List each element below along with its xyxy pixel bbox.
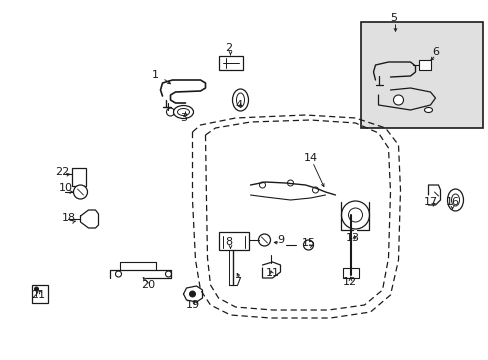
Circle shape xyxy=(393,95,403,105)
Circle shape xyxy=(287,180,293,186)
Text: 8: 8 xyxy=(224,237,232,247)
Ellipse shape xyxy=(236,93,244,107)
Text: 16: 16 xyxy=(445,197,459,207)
Text: 11: 11 xyxy=(265,268,279,278)
Text: 7: 7 xyxy=(233,277,241,287)
Text: 15: 15 xyxy=(301,238,315,248)
Text: 5: 5 xyxy=(389,13,396,23)
Circle shape xyxy=(189,291,195,297)
Bar xyxy=(218,232,248,250)
Ellipse shape xyxy=(447,189,463,211)
Text: 3: 3 xyxy=(180,113,186,123)
Circle shape xyxy=(303,240,313,250)
Bar xyxy=(342,268,358,278)
Ellipse shape xyxy=(177,108,189,116)
Text: 18: 18 xyxy=(61,213,76,223)
Circle shape xyxy=(259,182,265,188)
Text: 21: 21 xyxy=(31,290,45,300)
Text: 14: 14 xyxy=(303,153,317,163)
Circle shape xyxy=(258,234,270,246)
Bar xyxy=(32,285,48,303)
Text: 2: 2 xyxy=(224,43,232,53)
Circle shape xyxy=(165,271,171,277)
Circle shape xyxy=(35,287,39,291)
Bar xyxy=(72,168,86,186)
Bar xyxy=(360,22,482,128)
Circle shape xyxy=(341,201,369,229)
Text: 4: 4 xyxy=(234,100,242,110)
Bar xyxy=(418,60,429,70)
Circle shape xyxy=(166,108,174,116)
Ellipse shape xyxy=(232,89,248,111)
Text: 17: 17 xyxy=(423,197,437,207)
Text: 9: 9 xyxy=(276,235,284,245)
Ellipse shape xyxy=(424,108,431,112)
Text: 20: 20 xyxy=(141,280,155,290)
Ellipse shape xyxy=(450,194,459,206)
Circle shape xyxy=(115,271,121,277)
Text: 13: 13 xyxy=(345,233,359,243)
Text: 22: 22 xyxy=(55,167,69,177)
Text: 12: 12 xyxy=(342,277,356,287)
Text: 1: 1 xyxy=(152,70,159,80)
Ellipse shape xyxy=(173,105,193,118)
Text: 6: 6 xyxy=(431,47,438,57)
Text: 10: 10 xyxy=(59,183,72,193)
Circle shape xyxy=(73,185,87,199)
Circle shape xyxy=(348,208,362,222)
Bar xyxy=(218,56,242,70)
Text: 19: 19 xyxy=(185,300,199,310)
Circle shape xyxy=(312,187,318,193)
